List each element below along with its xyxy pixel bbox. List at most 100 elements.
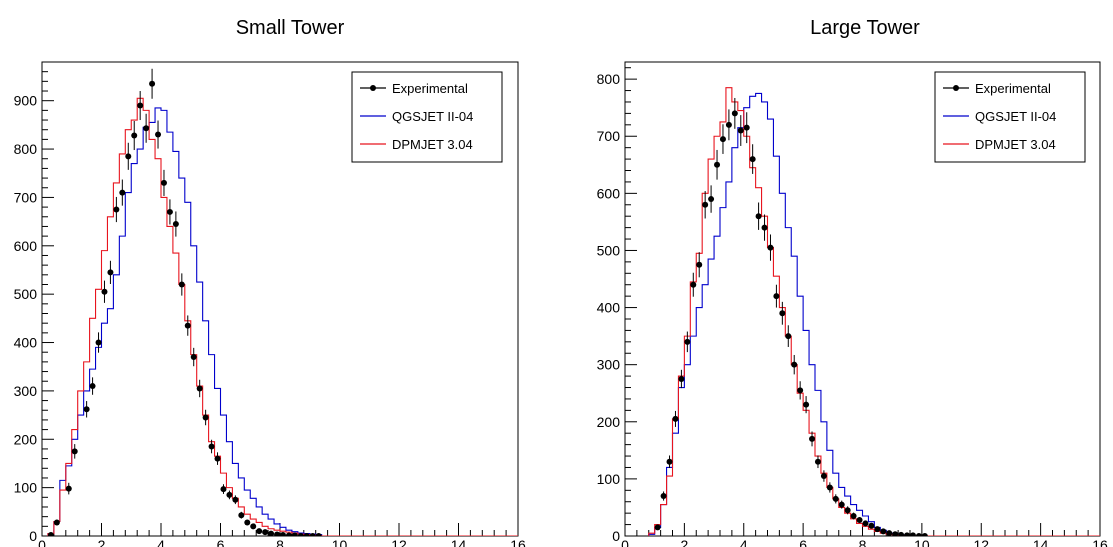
data-point [256,528,263,535]
y-tick-label: 400 [14,335,38,351]
x-tick-label: 8 [276,537,284,547]
chart-title: Small Tower [236,17,345,39]
data-point [95,339,102,346]
data-point [131,132,138,139]
legend-box [351,71,503,163]
data-point [921,533,928,536]
data-point [654,524,661,531]
data-point [244,519,251,526]
chart-panel-small-tower: Small Tower 0 2 4 6 8 10 12 14 16 0 100 200 300 400 500… [14,17,526,547]
data-point [125,153,132,160]
data-point [274,531,281,536]
series-line-qgsjet-ii-04 [47,107,518,536]
y-tick-label: 500 [597,242,621,258]
y-tick-label: 700 [597,128,621,144]
data-point [155,131,162,138]
plot-area [648,87,1100,536]
y-tick-label: 400 [597,300,621,316]
data-point [65,485,72,492]
x-tick-label: 16 [1092,537,1108,547]
data-point [820,473,827,480]
data-point [749,156,756,163]
y-tick-label: 900 [14,93,38,109]
data-point [143,125,150,132]
legend-label-qgsjet-ii-04: QGSJET II-04 [975,109,1056,124]
y-tick-label: 300 [14,383,38,399]
data-point [874,526,881,533]
data-point [719,136,726,143]
data-point [767,244,774,251]
data-point [803,401,810,408]
data-point [184,322,191,329]
x-tick-label: 2 [98,537,106,547]
data-point [160,179,167,186]
x-tick-label: 12 [973,537,989,547]
data-point [696,261,703,268]
data-point [809,435,816,442]
data-point [214,455,221,462]
data-point [898,531,905,536]
data-point [238,512,245,519]
data-point [844,507,851,514]
data-point [755,213,762,220]
y-tick-label: 200 [597,414,621,430]
data-point [113,206,120,213]
data-point [743,124,750,131]
data-point [71,448,78,455]
y-tick-label: 0 [612,528,620,544]
legend-label-qgsjet-ii-04: QGSJET II-04 [392,109,473,124]
data-point [761,224,768,231]
data-point [208,443,215,450]
legend-box [934,71,1086,163]
legend-label-dpmjet-3-04: DPMJET 3.04 [975,137,1056,152]
data-point [83,406,90,413]
data-point [880,528,887,535]
data-point [149,80,156,87]
x-tick-label: 4 [740,537,748,547]
legend: Experimental QGSJET II-04 DPMJET 3.04 [934,71,1086,163]
x-tick-label: 12 [391,537,407,547]
y-tick-label: 200 [14,431,38,447]
data-point [702,201,709,208]
x-tick-label: 0 [621,537,629,547]
y-tick-label: 500 [14,286,38,302]
x-tick-label: 10 [914,537,930,547]
data-point [315,533,322,536]
data-point [708,196,715,203]
chart-title: Large Tower [810,17,920,39]
data-point [297,533,304,536]
data-point [303,533,310,536]
data-point [832,495,839,502]
data-point [89,383,96,390]
y-tick-label: 100 [14,480,38,496]
data-point [279,532,286,536]
data-point [773,293,780,300]
data-point [785,333,792,340]
legend-marker [953,85,959,91]
data-point [791,361,798,368]
data-point [909,532,916,536]
data-point [731,110,738,117]
x-tick-label: 6 [217,537,225,547]
y-tick-label: 800 [597,71,621,87]
data-point [779,310,786,317]
y-tick-label: 600 [597,185,621,201]
data-point [285,532,292,536]
x-tick-label: 14 [451,537,467,547]
data-point [47,532,54,536]
plot-area [47,68,518,536]
chart-panel-large-tower: Large Tower 0 2 4 6 8 10 12 14 16 0 100 200 300 400 500… [597,17,1108,547]
data-point [892,531,899,536]
data-point [178,281,185,288]
x-tick-label: 14 [1033,537,1049,547]
series-experimental [47,68,322,536]
data-point [814,458,821,465]
data-point [137,102,144,109]
data-point [690,281,697,288]
data-point [226,491,233,498]
data-point [714,161,721,168]
data-point [262,529,269,536]
legend-marker [370,85,376,91]
y-tick-label: 100 [597,471,621,487]
